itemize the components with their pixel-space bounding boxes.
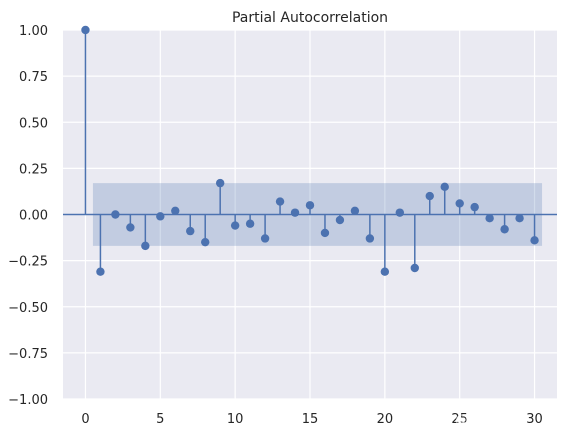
data-point xyxy=(470,202,479,212)
data-point xyxy=(230,221,240,230)
x-tick-label: 25 xyxy=(451,412,468,427)
chart-title: Partial Autocorrelation xyxy=(232,10,388,26)
data-point xyxy=(156,212,165,221)
y-tick-label: 0.75 xyxy=(19,70,48,85)
data-point xyxy=(141,241,150,251)
data-point xyxy=(275,197,285,206)
data-point xyxy=(515,213,524,223)
data-point xyxy=(215,178,225,188)
data-point xyxy=(111,210,120,219)
data-point xyxy=(365,234,375,243)
data-point xyxy=(126,223,135,232)
data-point xyxy=(455,199,464,208)
data-point xyxy=(290,208,300,217)
y-tick-label: −1.00 xyxy=(8,393,48,408)
x-tick-label: 5 xyxy=(156,412,164,427)
data-point xyxy=(201,237,210,247)
data-point xyxy=(350,206,360,216)
x-tick-label: 15 xyxy=(302,412,319,427)
data-point xyxy=(335,215,345,225)
y-tick-label: −0.50 xyxy=(8,301,48,316)
x-tick-label: 10 xyxy=(227,412,244,427)
data-point xyxy=(380,267,390,276)
y-tick-label: 1.00 xyxy=(19,24,48,39)
data-point xyxy=(96,267,105,276)
x-tick-label: 30 xyxy=(526,412,543,427)
markers xyxy=(81,25,539,276)
data-point xyxy=(186,226,195,236)
watermark: CSDN @宇易yyee xyxy=(414,413,526,428)
y-tick-label: −0.75 xyxy=(8,347,48,362)
data-point xyxy=(260,234,270,243)
data-point xyxy=(245,219,255,228)
y-tick-label: −0.25 xyxy=(8,255,48,270)
data-point xyxy=(530,236,539,245)
data-point xyxy=(320,228,330,238)
data-point xyxy=(171,206,180,216)
data-point xyxy=(81,25,90,35)
data-point xyxy=(440,182,449,192)
data-point xyxy=(485,213,494,223)
y-tick-label: 0.25 xyxy=(19,162,48,177)
x-tick-labels: 0 5 10 15 20 25 30 xyxy=(81,412,543,427)
data-point xyxy=(395,208,405,217)
data-point xyxy=(410,263,419,273)
y-tick-labels: −1.00 −0.75 −0.50 −0.25 0.00 0.25 0.50 0.75 1.00 xyxy=(8,24,48,408)
data-point xyxy=(425,191,434,201)
grid xyxy=(63,29,557,400)
x-tick-label: 0 xyxy=(81,412,89,427)
data-point xyxy=(500,225,509,234)
data-point xyxy=(305,201,315,210)
y-tick-label: 0.50 xyxy=(19,116,48,131)
x-tick-label: 20 xyxy=(377,412,394,427)
y-tick-label: 0.00 xyxy=(19,209,48,224)
